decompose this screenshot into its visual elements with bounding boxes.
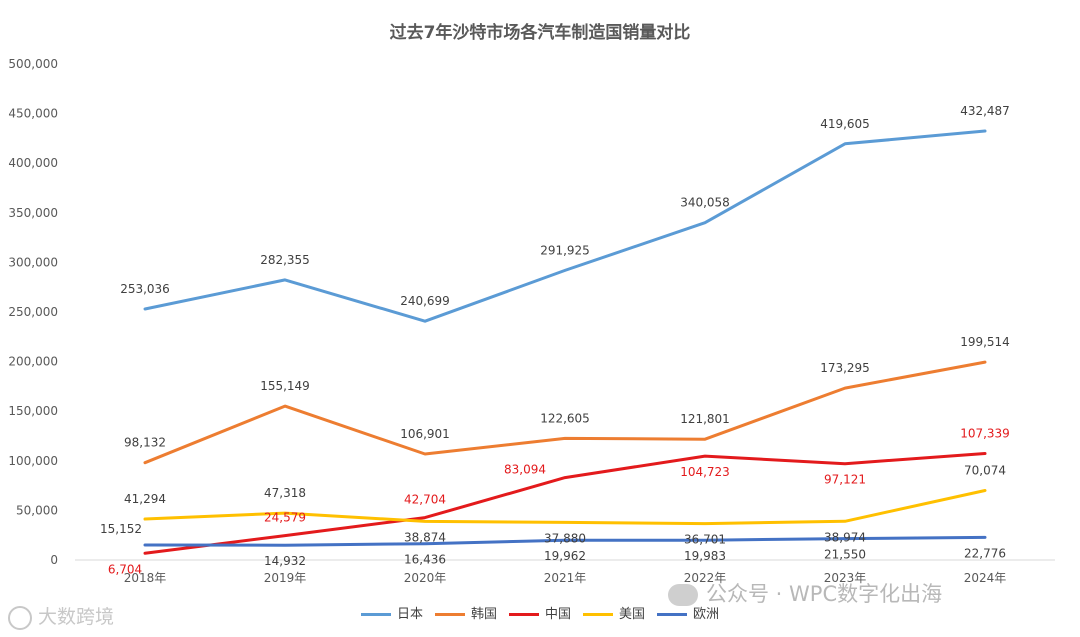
data-label-韩国: 155,149 [260, 379, 310, 393]
watermark-logo-icon [8, 605, 32, 630]
watermark-left: 大数跨境 [8, 602, 114, 630]
x-tick-label: 2018年 [124, 571, 167, 585]
legend-label: 韩国 [470, 607, 497, 622]
data-label-中国: 6,704 [108, 562, 142, 576]
data-label-美国: 38,974 [824, 530, 866, 544]
data-label-韩国: 121,801 [680, 412, 730, 426]
x-tick-label: 2021年 [544, 571, 587, 585]
x-tick-label: 2019年 [264, 571, 307, 585]
data-label-中国: 107,339 [960, 427, 1010, 441]
x-tick-label: 2020年 [404, 571, 447, 585]
data-label-欧洲: 16,436 [404, 553, 446, 567]
y-tick-label: 500,000 [8, 57, 58, 71]
x-tick-label: 2023年 [824, 571, 867, 585]
data-label-欧洲: 21,550 [824, 548, 866, 562]
x-tick-label: 2024年 [964, 571, 1007, 585]
wechat-icon [668, 584, 698, 606]
legend-item-中国: 中国 [508, 603, 571, 622]
data-label-日本: 253,036 [120, 282, 170, 296]
data-label-美国: 38,874 [404, 530, 446, 544]
data-label-日本: 240,699 [400, 294, 450, 308]
y-tick-label: 300,000 [8, 255, 58, 269]
data-label-日本: 419,605 [820, 117, 870, 131]
watermark-right-text: 公众号 · WPC数字化出海 [706, 582, 943, 606]
y-tick-label: 250,000 [8, 305, 58, 319]
data-label-日本: 340,058 [680, 196, 730, 210]
legend-label: 中国 [544, 607, 571, 622]
y-tick-label: 50,000 [16, 503, 58, 517]
data-label-中国: 104,723 [680, 465, 730, 479]
data-label-中国: 83,094 [504, 463, 546, 477]
legend-label: 美国 [619, 607, 646, 622]
data-label-中国: 24,579 [264, 511, 306, 525]
legend-swatch [434, 613, 465, 616]
y-tick-label: 100,000 [8, 454, 58, 468]
data-label-韩国: 106,901 [400, 427, 450, 441]
data-label-韩国: 173,295 [820, 361, 870, 375]
y-tick-label: 150,000 [8, 404, 58, 418]
data-label-美国: 36,701 [684, 533, 726, 547]
chart-legend: 日本 韩国 中国 美国 欧洲 [0, 603, 1080, 622]
data-label-韩国: 199,514 [960, 335, 1010, 349]
y-tick-label: 200,000 [8, 355, 58, 369]
data-label-美国: 47,318 [264, 486, 306, 500]
data-label-韩国: 98,132 [124, 436, 166, 450]
data-label-日本: 282,355 [260, 253, 310, 267]
data-label-欧洲: 19,962 [544, 549, 586, 563]
series-line-美国 [143, 489, 987, 526]
series-line-日本 [143, 129, 987, 323]
data-label-美国: 70,074 [964, 463, 1006, 477]
legend-swatch [360, 613, 391, 616]
watermark-right: 公众号 · WPC数字化出海 [668, 578, 942, 608]
data-label-欧洲: 19,983 [684, 549, 726, 563]
data-label-中国: 97,121 [824, 473, 866, 487]
legend-item-欧洲: 欧洲 [657, 603, 719, 622]
legend-label: 日本 [396, 607, 423, 622]
data-label-韩国: 122,605 [540, 411, 590, 425]
legend-item-日本: 日本 [360, 603, 423, 622]
data-label-欧洲: 15,152 [100, 522, 142, 536]
legend-swatch [583, 613, 613, 616]
y-tick-label: 450,000 [8, 107, 58, 121]
x-tick-label: 2022年 [684, 571, 727, 585]
y-tick-label: 400,000 [8, 156, 58, 170]
data-label-美国: 37,880 [544, 531, 586, 545]
data-label-日本: 291,925 [540, 243, 590, 257]
series-line-欧洲 [143, 535, 987, 547]
y-tick-label: 0 [50, 553, 58, 567]
legend-swatch [508, 613, 539, 616]
legend-label: 欧洲 [693, 607, 720, 622]
data-label-日本: 432,487 [960, 104, 1010, 118]
legend-item-韩国: 韩国 [434, 603, 497, 622]
chart-title: 过去7年沙特市场各汽车制造国销量对比 [389, 23, 691, 43]
series-line-韩国 [143, 360, 987, 465]
data-label-中国: 42,704 [404, 493, 446, 507]
watermark-left-text: 大数跨境 [38, 606, 115, 628]
legend-swatch [657, 613, 688, 616]
data-label-欧洲: 14,932 [264, 554, 306, 568]
y-tick-label: 350,000 [8, 206, 58, 220]
data-label-美国: 41,294 [124, 492, 166, 506]
data-label-欧洲: 22,776 [964, 546, 1006, 560]
series-line-中国 [143, 452, 987, 555]
legend-item-美国: 美国 [583, 603, 645, 622]
